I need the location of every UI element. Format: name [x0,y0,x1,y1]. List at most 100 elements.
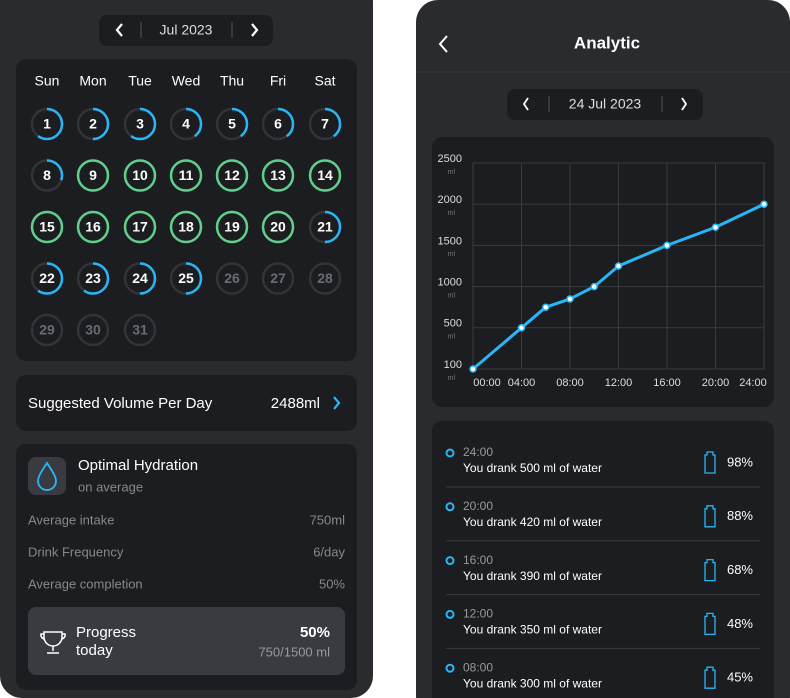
bottle-icon [704,666,716,689]
day-label: 5 [228,116,236,132]
stat-label: Average completion [28,576,143,591]
x-tick-label: 12:00 [605,377,633,389]
y-tick-unit: ml [448,375,456,382]
point [614,262,623,270]
date-picker[interactable] [507,89,703,120]
entry-percent: 48% [727,616,753,631]
y-tick-unit: ml [448,210,456,217]
day-label: 3 [136,116,144,132]
day-ring-track [308,262,342,295]
day-label: 18 [178,219,194,235]
analytic-title: Analytic [574,33,640,52]
y-tick-label: 500 [444,318,462,330]
suggested-value: 2488ml [271,395,320,412]
progress-label: Progress today [76,624,137,659]
point [517,324,526,332]
day-ring [308,107,342,141]
day-ring-track [30,313,64,347]
bottle-icon [704,451,716,474]
log-card [432,421,774,698]
month-picker[interactable] [99,15,273,46]
x-tick-label: 24:00 [739,377,767,389]
day-ring [169,262,203,295]
day-ring [76,262,110,295]
day-label: 11 [179,167,194,183]
y-tick-unit: ml [448,251,456,258]
day-label: 24 [132,270,148,286]
entry-text: You drank 300 ml of water [463,676,602,690]
day-label: 15 [39,219,55,235]
day-ring [308,159,342,192]
point [590,282,598,291]
y-tick-label: 2500 [438,153,462,165]
day-ring-track [261,262,295,295]
day-ring [76,107,110,141]
bottle-icon [704,612,716,636]
point [566,295,574,303]
day-ring [123,159,157,192]
day-ring [76,159,110,192]
next-date[interactable] [681,97,688,111]
weekday: Wed [172,73,201,89]
y-tick-label: 1000 [438,277,462,289]
day-ring [169,159,203,192]
progress-percent: 50% [300,624,330,641]
day-label: 25 [178,270,194,286]
entry-text: You drank 350 ml of water [463,623,602,637]
hydration-title: Optimal Hydration [78,457,198,474]
day-label: 26 [224,270,240,286]
day-label: 12 [224,167,240,183]
day-ring [30,262,64,295]
day-label: 21 [317,219,333,235]
x-tick-label: 04:00 [508,377,536,389]
entry-text: You drank 500 ml of water [463,461,602,475]
day-label: 27 [270,270,286,286]
day-ring [30,210,64,244]
day-label: 31 [132,322,148,338]
y-tick-label: 2000 [438,194,462,206]
day-ring [215,159,249,192]
suggested-label: Suggested Volume Per Day [28,395,213,412]
entry-time: 08:00 [463,660,493,674]
point [760,200,768,208]
day-ring [169,210,203,244]
entry-text: You drank 390 ml of water [463,569,602,583]
next-month[interactable] [251,23,259,37]
prev-date[interactable] [522,97,529,111]
entry-dot [445,448,455,458]
day-ring [30,107,64,141]
stat-label: Drink Frequency [28,544,124,559]
entry-text: You drank 420 ml of water [463,515,602,529]
entry-percent: 45% [727,670,753,685]
day-label: 7 [321,116,329,132]
point [711,223,720,232]
prev-month[interactable] [115,23,123,37]
day-label: 10 [132,167,148,183]
weekday: Fri [270,73,286,89]
entry-percent: 98% [727,454,753,469]
x-tick-label: 16:00 [653,377,681,389]
x-tick-label: 20:00 [702,377,730,389]
suggested-card[interactable] [16,375,357,431]
day-label: 6 [274,116,282,132]
day-label: 20 [270,219,286,235]
day-ring [215,210,249,244]
chevron [333,396,341,410]
day-label: 28 [317,270,333,286]
weekday: Sat [314,73,335,89]
day-ring [30,159,64,192]
entry-percent: 88% [727,508,753,523]
entry-percent: 68% [727,562,753,577]
y-tick-unit: ml [448,169,456,176]
entry-time: 16:00 [463,553,493,567]
weekday: Sun [35,73,60,89]
day-label: 17 [132,219,148,235]
day-ring [76,210,110,244]
back-button[interactable] [438,35,448,53]
stat-value: 50% [319,576,345,591]
day-label: 9 [89,167,97,183]
hydration-subtitle: on average [78,479,143,494]
entry-dot [445,663,455,673]
